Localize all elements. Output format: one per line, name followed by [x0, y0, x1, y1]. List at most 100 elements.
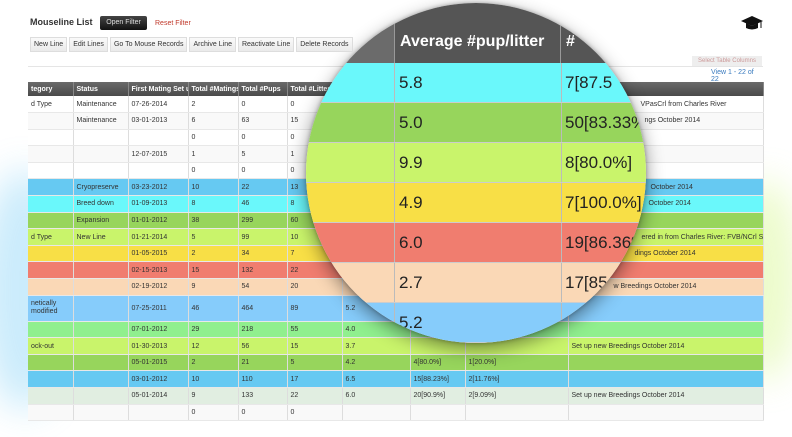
table-row[interactable]: 03-01-2012 10 110 17 6.5 15[88.23%] 2[11.76%] — [28, 370, 764, 388]
table-cell — [568, 354, 764, 372]
table-cell: Maintenance — [73, 112, 129, 130]
table-cell: 6 — [188, 112, 239, 130]
toolbar: New Line Edit Lines Go To Mouse Records … — [30, 37, 353, 52]
magnified-average-cell: 5.2 — [399, 313, 423, 332]
table-cell — [28, 387, 74, 405]
table-cell: netically modified — [28, 295, 74, 322]
table-cell: 8 — [188, 195, 239, 213]
magnified-row: 4.9 7[100.0%] — [306, 183, 646, 223]
delete-records-button[interactable]: Delete Records — [296, 37, 353, 52]
table-cell: 46 — [238, 195, 288, 213]
table-cell — [28, 404, 74, 422]
table-cell: ock-out — [28, 337, 74, 355]
table-cell: 133 — [238, 387, 288, 405]
table-cell: Breed down — [73, 195, 129, 213]
table-cell: 03-23-2012 — [128, 178, 189, 197]
table-cell — [465, 404, 569, 422]
table-cell — [28, 195, 74, 213]
table-cell — [28, 129, 74, 147]
magnifier-lens: Average #pup/litter # 5.8 7[87.5 5.0 50[83.… — [306, 3, 646, 343]
table-cell: 5 — [287, 354, 343, 372]
table-cell — [73, 370, 129, 388]
table-cell: 99 — [238, 228, 288, 246]
reactivate-line-button[interactable]: Reactivate Line — [237, 37, 295, 52]
column-header[interactable]: Status — [73, 82, 129, 96]
edit-lines-button[interactable]: Edit Lines — [69, 37, 108, 52]
go-to-mouse-records-button[interactable]: Go To Mouse Records — [109, 37, 188, 52]
column-header[interactable]: Total #Pups — [238, 82, 288, 96]
new-line-button[interactable]: New Line — [30, 37, 68, 52]
table-cell: 22 — [287, 387, 343, 405]
table-cell — [73, 387, 129, 405]
open-filter-button[interactable]: Open Filter — [100, 16, 147, 30]
table-cell — [73, 129, 129, 147]
table-cell — [568, 404, 764, 422]
table-cell: 01-09-2013 — [128, 195, 189, 213]
column-header[interactable]: First Mating Set up — [128, 82, 189, 96]
magnified-row: 9.9 8[80.0%] — [306, 143, 646, 183]
magnified-ratio-cell: 19[86.36% — [565, 233, 646, 252]
magnified-average-cell: 6.0 — [399, 233, 423, 252]
table-cell: 6.0 — [342, 387, 411, 405]
table-cell: 2 — [188, 354, 239, 372]
select-table-columns-button[interactable]: Select Table Columns — [692, 56, 762, 66]
table-cell: 0 — [238, 162, 288, 180]
table-cell: 0 — [238, 129, 288, 147]
table-cell — [73, 245, 129, 263]
table-cell: 05-01-2014 — [128, 387, 189, 405]
table-cell: 12-07-2015 — [128, 145, 189, 163]
table-cell: 01-21-2014 — [128, 228, 189, 246]
column-header[interactable]: Total #Matings — [188, 82, 239, 96]
table-row[interactable]: 05-01-2014 9 133 22 6.0 20[90.9%] 2[9.09%] Set … — [28, 387, 764, 405]
table-cell: 10 — [188, 370, 239, 388]
table-cell — [28, 321, 74, 339]
table-cell: 5 — [188, 228, 239, 246]
pager-info: View 1 - 22 of 22 — [711, 69, 754, 83]
table-cell: 01-01-2012 — [128, 212, 189, 230]
reset-filter-link[interactable]: Reset Filter — [155, 20, 191, 27]
table-cell: 01-30-2013 — [128, 337, 189, 355]
table-cell: 56 — [238, 337, 288, 355]
table-cell — [128, 404, 189, 422]
table-cell: 0 — [188, 404, 239, 422]
table-cell: 2[11.76%] — [465, 370, 569, 388]
table-cell: Set up new Breedings October 2014 — [568, 387, 764, 405]
graduation-cap-icon[interactable] — [741, 15, 763, 31]
table-cell: 02-19-2012 — [128, 278, 189, 296]
page-title: Mouseline List — [30, 17, 93, 27]
table-cell — [28, 354, 74, 372]
table-cell — [73, 354, 129, 372]
table-cell: 0 — [188, 129, 239, 147]
average-pups-per-litter-header[interactable]: Average #pup/litter — [394, 21, 561, 63]
table-cell — [128, 162, 189, 180]
table-cell: 1[20.0%] — [465, 354, 569, 372]
table-cell: 4[80.0%] — [410, 354, 466, 372]
table-cell: 03-01-2013 — [128, 112, 189, 130]
archive-line-button[interactable]: Archive Line — [189, 37, 236, 52]
ratio-header[interactable]: # — [566, 33, 575, 50]
table-cell: 218 — [238, 321, 288, 339]
magnified-average-cell: 9.9 — [399, 153, 423, 172]
magnified-ratio-cell: 8[80.0%] — [565, 153, 633, 172]
table-cell: New Line — [73, 228, 129, 246]
table-cell — [28, 261, 74, 280]
table-cell: 2[9.09%] — [465, 387, 569, 405]
magnified-ratio-cell: 7[87.5 — [565, 73, 613, 92]
table-cell — [410, 404, 466, 422]
table-cell — [568, 370, 764, 388]
table-cell: 0 — [238, 96, 288, 114]
table-cell: 12 — [188, 337, 239, 355]
table-cell: Maintenance — [73, 96, 129, 114]
table-cell — [128, 129, 189, 147]
table-cell: Expansion — [73, 212, 129, 230]
table-row[interactable]: 05-01-2015 2 21 5 4.2 4[80.0%] 1[20.0%] — [28, 354, 764, 372]
table-cell — [73, 321, 129, 339]
table-cell: 02-15-2013 — [128, 261, 189, 280]
column-header[interactable]: tegory — [28, 82, 74, 96]
table-cell: 9 — [188, 387, 239, 405]
table-cell — [73, 404, 129, 422]
table-cell: 132 — [238, 261, 288, 280]
table-cell — [28, 278, 74, 296]
table-cell: 0 — [188, 162, 239, 180]
